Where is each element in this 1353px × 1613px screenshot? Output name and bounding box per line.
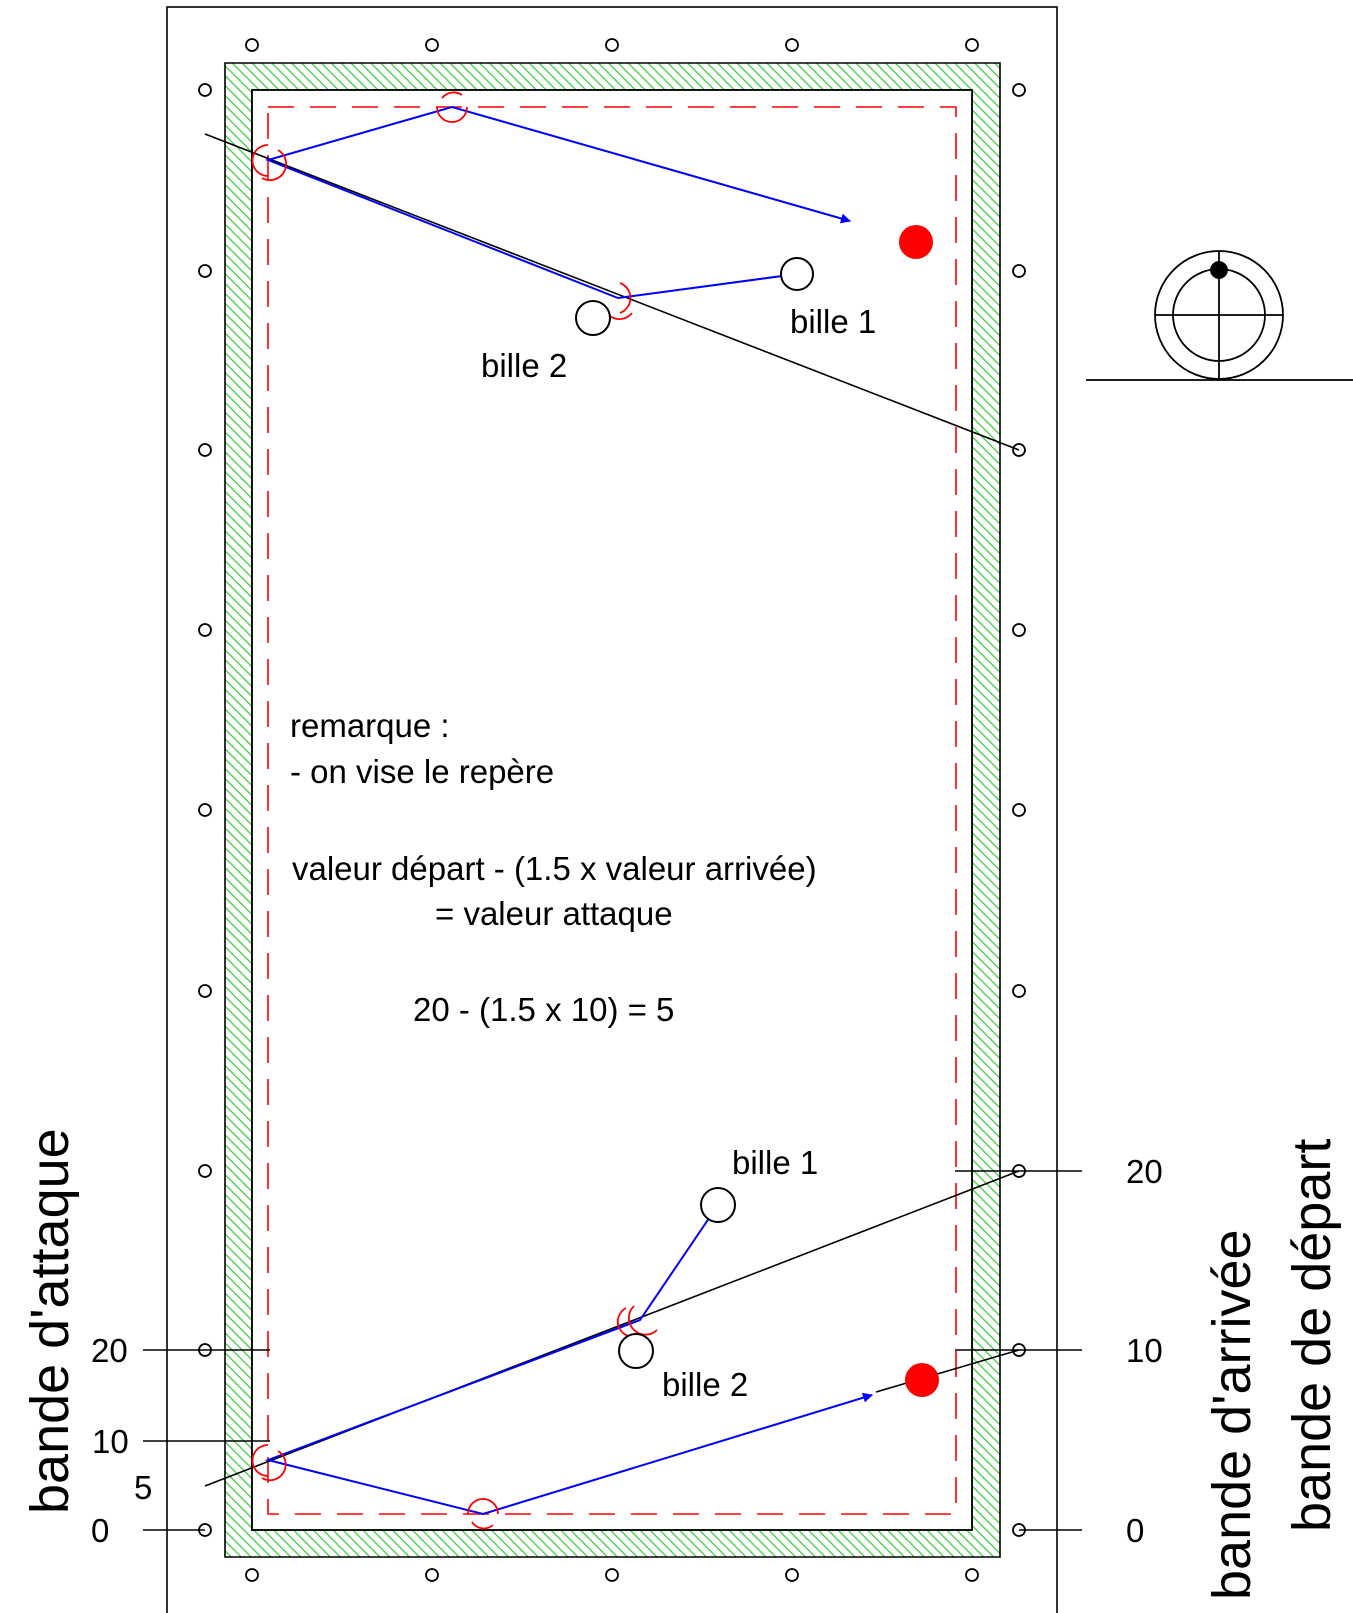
side-label-depart: bande de départ [1282,1139,1342,1532]
right-scale-20: 20 [1126,1153,1163,1190]
right-scale-0: 0 [1126,1512,1144,1549]
bottom-right-aim-line [875,1349,1020,1393]
diamonds-bottom [245,1568,979,1582]
top-ball-2-label: bille 2 [481,347,567,384]
remark-example: 20 - (1.5 x 10) = 5 [413,991,674,1028]
top-ball-1 [780,257,814,291]
top-red-ball [899,225,933,259]
bottom-red-ball [905,1363,939,1397]
remark-line-1: - on vise le repère [290,753,554,790]
left-scale-lines [143,1349,270,1531]
top-ball-path [264,105,851,300]
top-ball-1-label: bille 1 [790,303,876,340]
left-scale-10: 10 [92,1423,129,1460]
bottom-ball-1 [700,1187,736,1223]
diamonds-top [245,38,979,52]
side-label-arrivee: bande d'arrivée [1202,1229,1262,1600]
remark-formula-1: valeur départ - (1.5 x valeur arrivée) [292,850,817,887]
side-label-attaque: bande d'attaque [20,1128,80,1514]
top-aim-line [204,133,1020,451]
table-frame [166,6,1058,1613]
bottom-ball-path [264,1204,873,1516]
left-scale-20: 20 [91,1332,128,1369]
bottom-ball-1-label: bille 1 [732,1144,818,1181]
remark-formula-2: = valeur attaque [435,895,673,932]
diamonds-left [198,83,212,1537]
top-ball-2 [575,300,611,336]
playing-surface-edge [251,89,973,1531]
remark-heading: remarque : [290,707,450,744]
left-scale-0: 0 [91,1512,109,1549]
diamonds-right [1012,83,1026,1537]
right-scale-10: 10 [1126,1332,1163,1369]
cue-ball-hit-point-icon [1086,250,1353,381]
top-contact-arcs [251,91,633,320]
left-scale-5: 5 [134,1469,152,1506]
ball-center-boundary [267,106,957,1515]
bottom-ball-2 [618,1333,654,1369]
bottom-ball-2-label: bille 2 [662,1366,748,1403]
right-scale-lines [955,1170,1082,1531]
